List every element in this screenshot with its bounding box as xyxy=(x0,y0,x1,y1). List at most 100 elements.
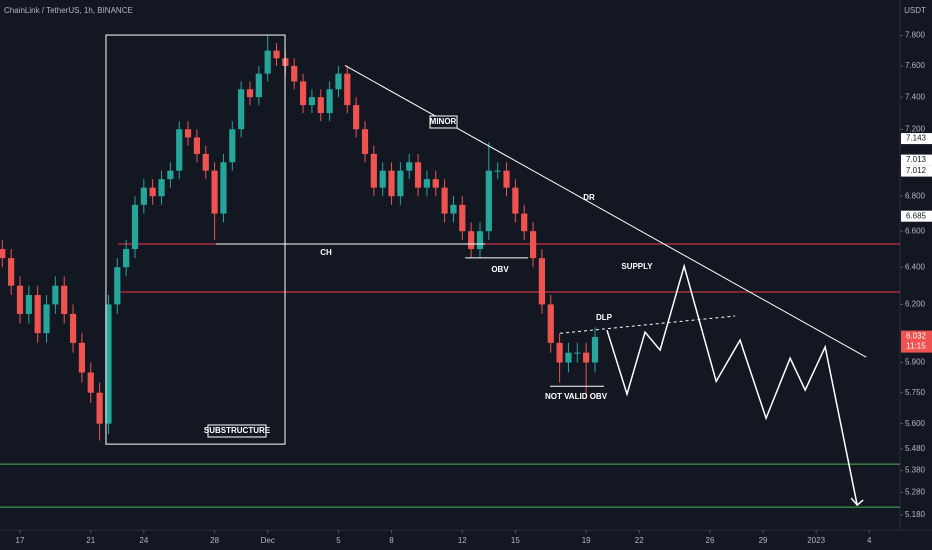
candle-body xyxy=(344,73,351,106)
x-tick-label: 22 xyxy=(635,536,644,545)
candle-body xyxy=(423,179,431,188)
x-tick-label: 5 xyxy=(336,536,341,545)
candle-body xyxy=(43,304,50,334)
annotation: NOT VALID OBV xyxy=(545,392,608,401)
y-tick-label: 5.380 xyxy=(905,466,926,475)
candle-body xyxy=(441,187,448,214)
price-box xyxy=(901,154,932,166)
candle-body xyxy=(78,342,86,373)
price-label: 7.013 xyxy=(906,155,927,164)
label-box xyxy=(429,115,458,129)
candle-body xyxy=(547,304,554,343)
candle-body xyxy=(574,352,581,354)
y-tick-label: 5.280 xyxy=(905,488,926,497)
candle-body xyxy=(131,204,139,250)
candle-body xyxy=(521,213,528,232)
candle-body xyxy=(326,89,333,114)
candle-body xyxy=(291,65,298,82)
countdown: 11:15 xyxy=(906,342,926,351)
price-box xyxy=(901,210,932,222)
annotation: DR xyxy=(583,193,595,202)
label-box xyxy=(207,424,267,438)
y-tick-label: 5.600 xyxy=(905,419,926,428)
y-tick-label: 7.200 xyxy=(905,124,926,133)
x-tick-label: 29 xyxy=(759,536,768,545)
candle-body xyxy=(176,129,183,171)
candle-body xyxy=(591,336,599,363)
plot xyxy=(0,34,900,508)
y-tick-label: 7.400 xyxy=(905,92,926,101)
annotation: DLP xyxy=(596,313,613,322)
candle-body xyxy=(34,295,41,334)
chart-title: ChainLink / TetherUS, 1h, BINANCE xyxy=(4,6,133,15)
candle-body xyxy=(123,249,130,268)
candle-body xyxy=(459,204,466,232)
candle-body xyxy=(158,179,165,197)
x-tick-label: 24 xyxy=(139,536,148,545)
currency-label: USDT xyxy=(904,6,926,15)
annotation: MINOR xyxy=(430,117,457,126)
x-tick-label: 2023 xyxy=(807,536,825,545)
candle-body xyxy=(353,105,360,130)
x-tick-label: 17 xyxy=(16,536,25,545)
candle-body xyxy=(25,295,32,314)
candle-body xyxy=(8,258,15,286)
candle-body xyxy=(485,170,492,232)
x-tick-label: 19 xyxy=(582,536,591,545)
candle-body xyxy=(529,231,537,259)
candle-body xyxy=(211,170,218,214)
candle-body xyxy=(317,97,324,114)
arrow-head xyxy=(850,497,864,507)
y-tick-label: 6.200 xyxy=(905,300,926,309)
annotation: SUPPLY xyxy=(621,262,653,271)
candle-body xyxy=(388,170,395,197)
candle-body xyxy=(512,187,519,214)
candle-body xyxy=(255,73,262,98)
candle-body xyxy=(149,187,156,197)
y-tick-label: 7.600 xyxy=(905,61,926,70)
candle-body xyxy=(229,129,236,163)
annotation: OBV xyxy=(491,265,509,274)
candle-body xyxy=(370,153,377,188)
price-box xyxy=(901,165,932,177)
candle-body xyxy=(583,352,590,363)
price-label: 6.685 xyxy=(906,211,927,220)
substructure-box xyxy=(105,34,286,445)
candle-body xyxy=(450,204,457,214)
candle-body xyxy=(406,162,413,171)
candle-body xyxy=(61,285,68,314)
candle-body xyxy=(264,50,271,74)
x-tick-label: 4 xyxy=(867,536,872,545)
x-tick-label: Dec xyxy=(261,536,275,545)
candle-body xyxy=(246,89,254,98)
candle-body xyxy=(556,342,563,363)
y-tick-label: 6.800 xyxy=(905,191,926,200)
price-label: 7.143 xyxy=(906,134,927,143)
y-tick-label: 6.400 xyxy=(905,262,926,271)
candle-body xyxy=(565,352,572,363)
candle-body xyxy=(494,170,501,172)
candle-body xyxy=(397,170,404,197)
candle-body xyxy=(476,231,484,250)
candle-body xyxy=(299,81,307,106)
candle-body xyxy=(273,50,280,59)
trendline xyxy=(344,65,867,358)
price-label: 7.012 xyxy=(906,166,927,175)
candle-body xyxy=(0,249,6,259)
candle-body xyxy=(16,285,24,314)
candle-body xyxy=(193,137,201,154)
x-tick-label: 26 xyxy=(706,536,715,545)
candle-body xyxy=(432,179,439,188)
candle-body xyxy=(202,153,209,171)
x-tick-label: 15 xyxy=(511,536,520,545)
dlp-line xyxy=(560,315,736,334)
candle-body xyxy=(538,258,546,305)
candle-body xyxy=(184,129,192,138)
candle-body xyxy=(140,187,147,205)
price-box xyxy=(901,133,932,145)
candle-body xyxy=(468,231,475,250)
y-tick-label: 5.180 xyxy=(905,510,926,519)
y-tick-label: 7.800 xyxy=(905,31,926,40)
y-tick-label: 6.600 xyxy=(905,226,926,235)
